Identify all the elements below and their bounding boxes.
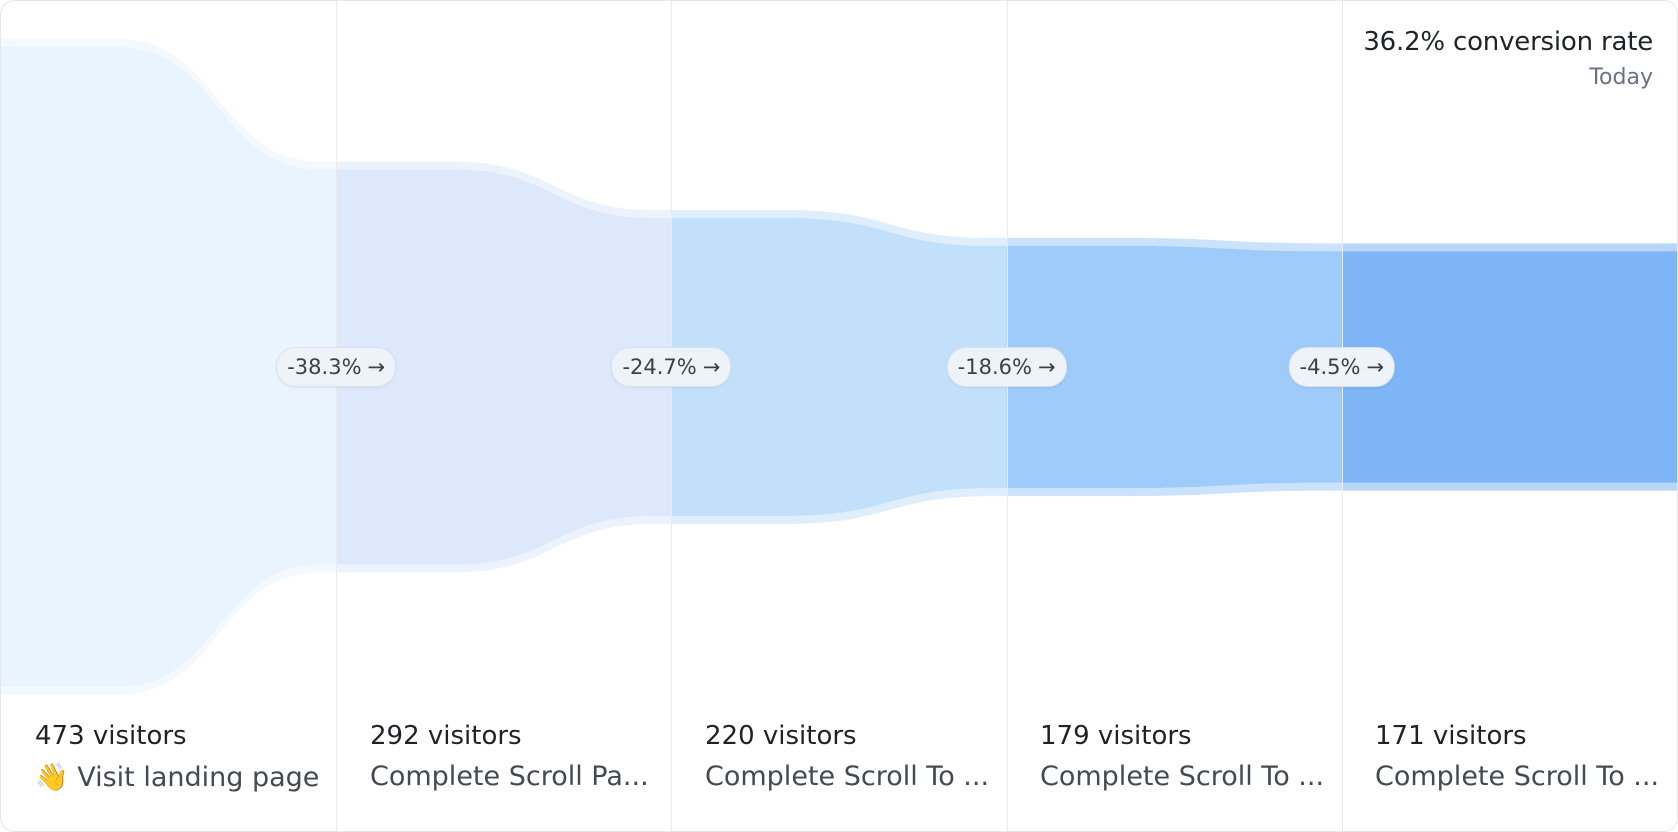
step-name: Complete Scroll To ... bbox=[705, 761, 990, 792]
step-label-2[interactable]: 292 visitors Complete Scroll Pa... bbox=[370, 721, 670, 792]
dropoff-value: -4.5% bbox=[1299, 355, 1361, 379]
conversion-rate: 36.2% conversion rate bbox=[1363, 27, 1653, 57]
step-name: Complete Scroll To ... bbox=[1375, 761, 1660, 792]
dropoff-pill[interactable]: -4.5% → bbox=[1288, 347, 1396, 387]
step-labels: 473 visitors 👋 Visit landing page 292 vi… bbox=[1, 721, 1677, 831]
step-visitors: 171 visitors bbox=[1375, 721, 1527, 751]
step-name: Complete Scroll To ... bbox=[1040, 761, 1325, 792]
dropoff-pill[interactable]: -38.3% → bbox=[276, 347, 397, 387]
dropoff-value: -18.6% bbox=[957, 355, 1032, 379]
funnel-step-band bbox=[336, 169, 672, 565]
funnel-step-band bbox=[1341, 251, 1677, 483]
step-visitors: 292 visitors bbox=[370, 721, 522, 751]
arrow-right-icon: → bbox=[702, 355, 721, 379]
dropoff-value: -24.7% bbox=[622, 355, 697, 379]
step-label-1[interactable]: 473 visitors 👋 Visit landing page bbox=[35, 721, 335, 793]
arrow-right-icon: → bbox=[1037, 355, 1056, 379]
arrow-right-icon: → bbox=[367, 355, 386, 379]
dropoff-value: -38.3% bbox=[287, 355, 362, 379]
step-visitors: 179 visitors bbox=[1040, 721, 1192, 751]
funnel-step-band bbox=[671, 218, 1007, 516]
step-name: 👋 Visit landing page bbox=[35, 762, 320, 793]
arrow-right-icon: → bbox=[1366, 355, 1385, 379]
step-visitors: 220 visitors bbox=[705, 721, 857, 751]
funnel-step-band bbox=[1, 47, 337, 687]
step-label-4[interactable]: 179 visitors Complete Scroll To ... bbox=[1040, 721, 1340, 792]
step-name: Complete Scroll Pa... bbox=[370, 761, 649, 792]
funnel-step-band bbox=[1006, 245, 1342, 489]
step-label-3[interactable]: 220 visitors Complete Scroll To ... bbox=[705, 721, 1005, 792]
step-label-5[interactable]: 171 visitors Complete Scroll To ... bbox=[1375, 721, 1675, 792]
dropoff-pill[interactable]: -18.6% → bbox=[946, 347, 1067, 387]
time-period: Today bbox=[1589, 65, 1653, 90]
step-visitors: 473 visitors bbox=[35, 721, 187, 751]
conversion-summary: 36.2% conversion rate Today bbox=[1363, 27, 1653, 90]
dropoff-pill[interactable]: -24.7% → bbox=[611, 347, 732, 387]
